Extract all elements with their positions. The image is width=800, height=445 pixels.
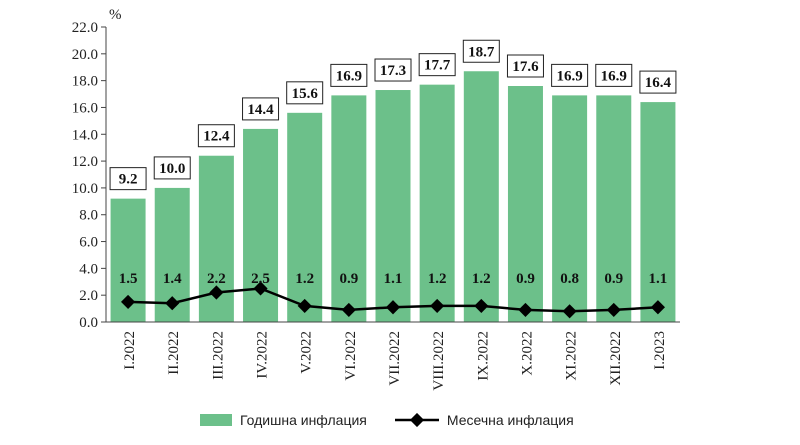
legend-item-monthly: Месечна инфлация: [394, 412, 574, 428]
line-point-marker: [297, 298, 312, 313]
bar-label-box: [109, 167, 147, 191]
line-point-marker: [650, 300, 665, 315]
y-tick-label: 6.0: [79, 235, 98, 251]
bar-data-label: 16.9: [601, 68, 627, 84]
y-tick-label: 22.0: [72, 20, 98, 36]
bar: [419, 84, 455, 322]
bar-data-label: 16.4: [645, 75, 672, 91]
x-axis: I.2022 II.2022 III.2022 IV.2022 V.2022 VI.202…: [106, 321, 680, 391]
y-tick-label: 4.0: [79, 261, 98, 277]
x-tick-label: I.2023: [652, 331, 668, 370]
line-point-marker: [430, 298, 445, 313]
legend-item-annual: Годишна инфлация: [200, 412, 367, 428]
bar-label-box: [286, 81, 324, 105]
bar: [331, 95, 367, 323]
x-tick-label: I.2022: [122, 331, 138, 370]
bar-label-box: [197, 124, 235, 148]
bar-data-label: 17.3: [380, 63, 406, 79]
x-tick-label: III.2022: [210, 331, 226, 380]
bar-data-label: 17.7: [424, 58, 451, 74]
x-tick-label: VIII.2022: [431, 331, 447, 391]
y-tick-label: 12.0: [72, 154, 98, 170]
y-tick-label: 16.0: [72, 100, 98, 116]
line-point-marker: [209, 285, 224, 300]
bar-label-box: [462, 39, 500, 63]
bar-label-box: [551, 63, 589, 87]
line-data-label: 2.5: [251, 271, 270, 287]
line-data-label: 0.9: [339, 271, 358, 287]
line-point-marker: [518, 302, 533, 318]
bar-labels-group: 9.2 10.0 12.4 14.4 15.6 16.9 17.3 17.7 18.7 17.6 1…: [109, 39, 677, 191]
line-point-marker: [606, 302, 621, 318]
bar: [640, 102, 676, 322]
x-tick-label: IX.2022: [475, 331, 491, 381]
bar-data-label: 16.9: [556, 68, 582, 84]
bar: [552, 95, 588, 323]
line-point-marker: [562, 304, 577, 319]
line-data-label: 0.8: [560, 271, 579, 287]
line-point-marker: [474, 298, 489, 313]
y-tick-label: 0.0: [79, 315, 98, 331]
y-tick-label: 20.0: [72, 47, 98, 63]
bar-data-label: 16.9: [336, 68, 362, 84]
line-point-marker: [385, 300, 401, 315]
y-tick-label: 2.0: [79, 288, 98, 304]
line-point-marker: [121, 294, 136, 309]
line-labels-group: 1.5 1.4 2.2 2.5 1.2 0.9 1.1 1.2 1.2 0.9 0.8 0.9 1.1: [119, 271, 668, 287]
line-data-label: 1.2: [295, 271, 314, 287]
y-tick-label: 14.0: [72, 127, 98, 143]
bar-label-box: [506, 54, 544, 78]
bar-data-label: 10.0: [159, 161, 185, 177]
x-tick-label: V.2022: [299, 331, 315, 374]
bar: [596, 95, 632, 323]
line-series-group: [121, 281, 665, 319]
x-tick-label: VII.2022: [387, 331, 403, 386]
x-tick-label: IV.2022: [255, 331, 271, 379]
line-data-label: 1.1: [649, 271, 668, 287]
bar: [375, 90, 411, 322]
bar-label-box: [242, 97, 280, 121]
line-data-label: 2.2: [207, 271, 226, 287]
x-tick-label: XI.2022: [564, 331, 580, 381]
bar-label-box: [153, 156, 191, 180]
line-data-label: 1.2: [472, 271, 491, 287]
legend-swatch-line: [394, 413, 439, 427]
line-point-marker: [341, 302, 356, 318]
bar: [463, 71, 499, 322]
legend: Годишна инфлация Месечна инфлация: [200, 408, 620, 432]
line-point-marker: [165, 296, 180, 311]
y-tick-label: 8.0: [79, 208, 98, 224]
x-tick-label: VI.2022: [343, 331, 359, 381]
line-data-label: 1.2: [428, 271, 447, 287]
bar-label-box: [330, 63, 368, 87]
bar-label-box: [374, 58, 412, 82]
bar-label-box: [639, 70, 677, 94]
line-data-label: 0.9: [516, 271, 535, 287]
bar-label-box: [595, 63, 633, 87]
bar: [287, 112, 323, 323]
y-axis: 0.0 2.0 4.0 6.0 8.0 10.0 12.0 14.0 16.0 18.0 20.0 2…: [72, 20, 107, 331]
bar-label-box: [418, 53, 456, 77]
line-data-label: 0.9: [604, 271, 623, 287]
x-tick-label: XII.2022: [608, 331, 624, 386]
x-tick-label: X.2022: [519, 331, 535, 376]
bar-data-label: 12.4: [203, 129, 230, 145]
line-data-label: 1.5: [119, 271, 138, 287]
legend-swatch-bar: [200, 414, 232, 426]
y-axis-unit-label: %: [109, 7, 122, 23]
legend-label-annual: Годишна инфлация: [240, 412, 367, 428]
x-tick-label: II.2022: [166, 331, 182, 375]
line-data-label: 1.1: [384, 271, 403, 287]
line-data-label: 1.4: [163, 271, 182, 287]
y-tick-label: 10.0: [72, 181, 98, 197]
bar-data-label: 15.6: [292, 86, 319, 102]
bar-data-label: 14.4: [247, 102, 274, 118]
bar: [507, 86, 543, 322]
legend-label-monthly: Месечна инфлация: [446, 412, 574, 428]
bar-data-label: 17.6: [512, 59, 539, 75]
bar-data-label: 18.7: [468, 44, 495, 60]
y-tick-label: 18.0: [72, 74, 98, 90]
bar-data-label: 9.2: [119, 172, 138, 188]
